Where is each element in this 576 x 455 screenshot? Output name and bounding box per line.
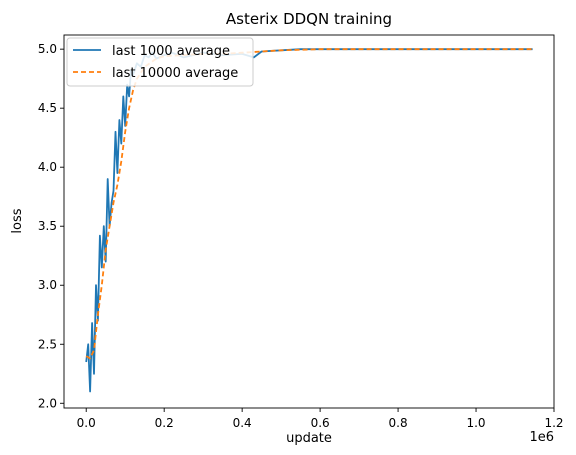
x-tick-label: 0.6 [311, 416, 330, 430]
x-tick-label: 0.2 [155, 416, 174, 430]
y-tick-label: 3.0 [38, 278, 57, 292]
y-tick-label: 2.5 [38, 337, 57, 351]
plot-frame [63, 34, 555, 409]
x-tick-label: 1.2 [544, 416, 563, 430]
y-tick-label: 5.0 [38, 42, 57, 56]
x-tick-label: 0.8 [389, 416, 408, 430]
legend: last 1000 average last 10000 average [66, 37, 254, 87]
x-axis-label: update [286, 431, 332, 446]
y-tick-label: 2.0 [38, 396, 57, 410]
y-tick-label: 4.0 [38, 160, 57, 174]
y-axis-label: loss [10, 208, 25, 233]
legend-label-series-2: last 10000 average [112, 66, 238, 81]
x-tick-label: 0.4 [233, 416, 252, 430]
y-tick-label: 4.5 [38, 101, 57, 115]
x-tick-label: 1.0 [466, 416, 485, 430]
legend-box [66, 37, 254, 87]
x-ticks: 0.0 0.2 0.4 0.6 0.8 1.0 1.2 [77, 408, 564, 430]
x-tick-label: 0.0 [77, 416, 96, 430]
chart-title: Asterix DDQN training [226, 10, 392, 28]
x-offset-label: 1e6 [529, 430, 554, 445]
legend-label-series-1: last 1000 average [112, 44, 230, 59]
y-ticks: 2.0 2.5 3.0 3.5 4.0 4.5 5.0 [38, 42, 64, 410]
y-tick-label: 3.5 [38, 219, 57, 233]
